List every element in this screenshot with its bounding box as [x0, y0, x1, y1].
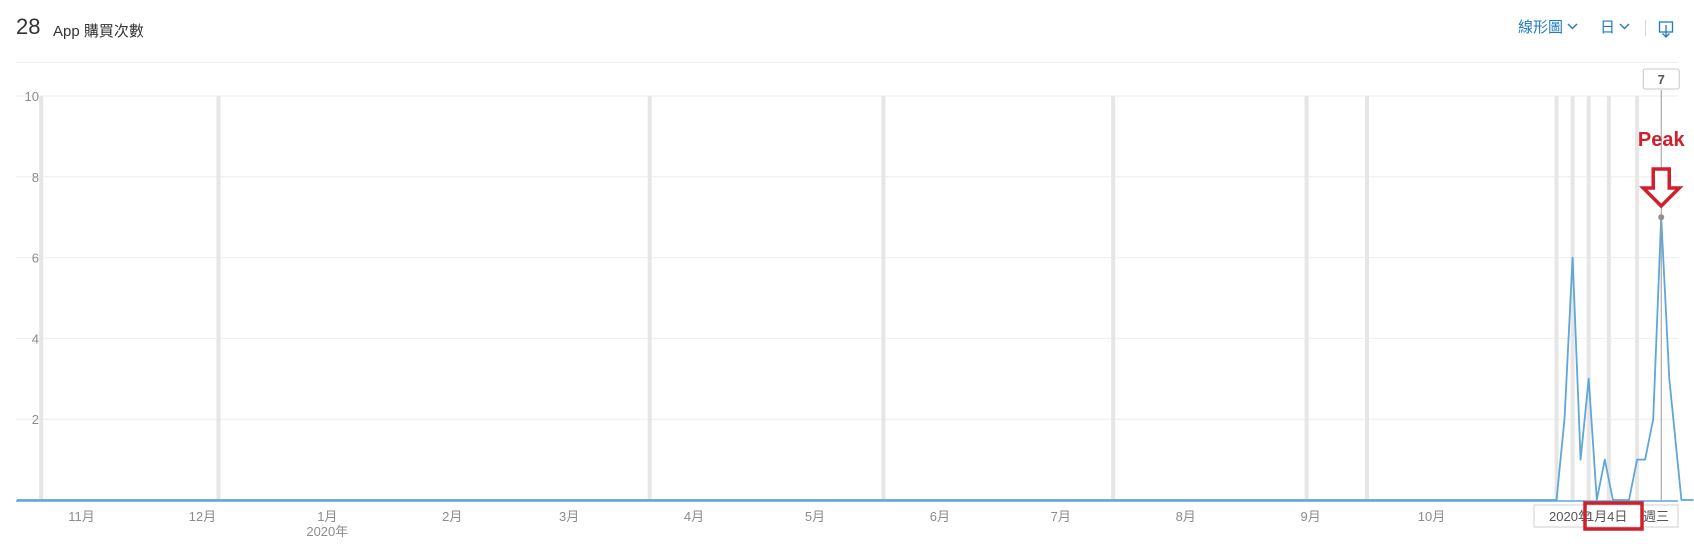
toolbar-divider [1645, 20, 1646, 36]
chevron-down-icon [1619, 23, 1630, 30]
event-marker [1606, 96, 1611, 500]
download-icon[interactable] [1658, 20, 1674, 40]
hover-date-highlight: 11月4日 [1581, 509, 1628, 524]
y-tick-label: 2 [32, 412, 39, 427]
chart-title: App 購買次數 [53, 23, 144, 40]
chart-type-dropdown[interactable]: 線形圖 [1518, 16, 1578, 37]
hover-point [1658, 214, 1665, 221]
y-tick-label: 8 [32, 170, 39, 185]
y-tick-label: 10 [25, 89, 39, 104]
event-marker [1570, 96, 1575, 500]
event-marker [1635, 96, 1640, 500]
event-marker [1586, 96, 1591, 500]
tooltip-box [1642, 68, 1680, 90]
event-marker [39, 96, 44, 500]
event-marker [1111, 96, 1116, 500]
annotation-label: Peak [1638, 129, 1686, 151]
x-tick-label: 2月 [442, 509, 462, 524]
event-marker [881, 96, 886, 500]
x-tick-label: 3月 [559, 509, 579, 524]
tooltip-value: 7 [1658, 72, 1665, 87]
x-tick-label: 11月 [68, 509, 95, 524]
hover-date-suffix: 週三 [1643, 509, 1669, 524]
x-tick-label: 8月 [1176, 509, 1196, 524]
hover-date-prefix: 2020年 [1549, 509, 1591, 524]
x-tick-label: 12月 [189, 509, 216, 524]
chevron-down-icon [1567, 23, 1578, 30]
x-tick-label: 1月 [317, 509, 337, 524]
x-tick-label: 10月 [1418, 509, 1445, 524]
header-divider [16, 62, 1678, 63]
event-marker [1304, 96, 1309, 500]
x-tick-label: 5月 [805, 509, 825, 524]
event-marker [1365, 96, 1370, 500]
y-tick-label: 6 [32, 251, 39, 266]
x-tick-label: 7月 [1051, 509, 1071, 524]
hover-date-highlight-box [1583, 501, 1644, 531]
granularity-label: 日 [1600, 19, 1616, 36]
chart-type-label: 線形圖 [1518, 19, 1564, 36]
x-tick-label: 6月 [930, 509, 950, 524]
event-marker [216, 96, 221, 500]
event-marker [647, 96, 652, 500]
x-tick-label: 9月 [1301, 509, 1321, 524]
event-marker [1554, 96, 1559, 500]
annotation-arrow [1639, 167, 1684, 209]
granularity-dropdown[interactable]: 日 [1600, 16, 1630, 37]
chart-header: 28 App 購買次數 線形圖 日 [0, 0, 1694, 62]
series-line [17, 216, 1694, 501]
x-tick-label: 4月 [684, 509, 704, 524]
total-count: 28 [16, 14, 41, 39]
y-tick-label: 4 [32, 331, 39, 346]
x-tick-sublabel: 2020年 [306, 524, 348, 539]
